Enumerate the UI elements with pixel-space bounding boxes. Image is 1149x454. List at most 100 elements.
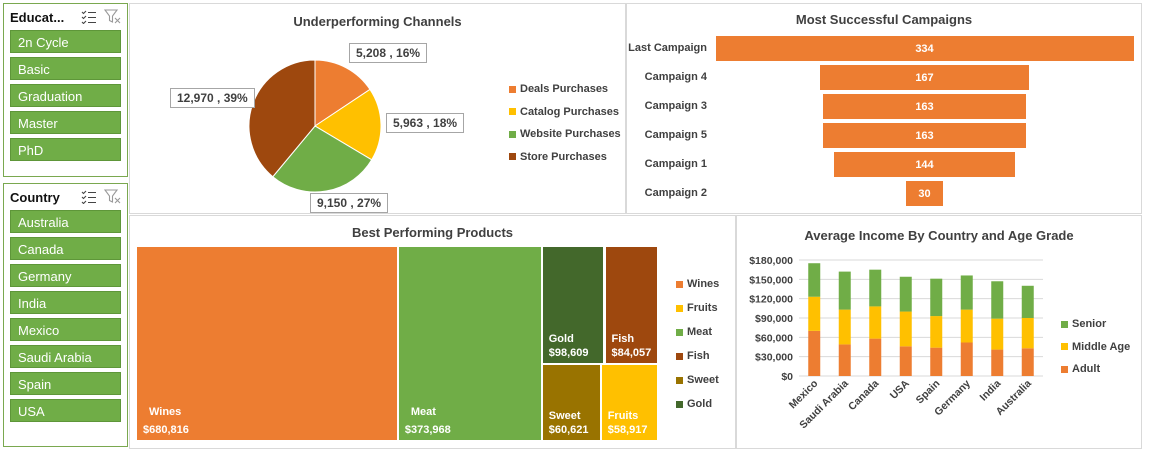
treemap-tile-name: Gold [548, 332, 574, 345]
pie-data-label: 9,150 , 27% [310, 193, 389, 213]
treemap-chart-title: Best Performing Products [351, 225, 514, 240]
pie-legend-item: Catalog Purchases [509, 106, 619, 118]
stacked-chart-panel: Average Income By Country and Age Grade … [736, 215, 1142, 449]
pie-data-label: 5,208 , 16% [349, 43, 428, 63]
bar-segment-senior [991, 281, 1004, 319]
funnel-category-label: Campaign 1 [644, 158, 707, 170]
funnel-bar: 167 [820, 65, 1029, 90]
country-filter-saudi-arabia[interactable]: Saudi Arabia [10, 345, 121, 368]
y-tick-label: $150,000 [749, 274, 793, 286]
legend-swatch [676, 280, 683, 288]
bar-segment-senior [960, 275, 973, 310]
stacked-legend-item: Middle Age [1061, 341, 1130, 353]
x-tick-label: USA [888, 377, 912, 401]
bar-segment-middle-age [960, 309, 973, 343]
funnel-bar: 163 [822, 123, 1027, 148]
legend-label: Meat [687, 326, 713, 338]
legend-swatch [1061, 343, 1068, 350]
treemap-tile-value: $58,917 [607, 423, 648, 436]
y-tick-label: $90,000 [755, 313, 793, 325]
clear-filter-icon[interactable] [103, 8, 123, 26]
bar-segment-adult [808, 330, 821, 376]
y-tick-label: $0 [781, 371, 793, 383]
treemap-tile-meat: Meat $373,968 [397, 246, 542, 441]
legend-label: Fruits [687, 302, 718, 314]
bar-segment-senior [869, 269, 882, 307]
multi-select-icon[interactable] [79, 188, 99, 206]
pie-legend-item: Website Purchases [509, 128, 621, 140]
funnel-chart-panel: Most Successful Campaigns Last Campaign 3… [626, 3, 1142, 214]
y-tick-label: $60,000 [755, 332, 793, 344]
legend-label: Fish [687, 350, 710, 362]
bar-segment-middle-age [930, 316, 943, 348]
legend-swatch [676, 400, 683, 408]
x-tick-label: India [978, 378, 1004, 404]
legend-swatch [1061, 365, 1068, 373]
pie-slice-deals-purchases [314, 59, 371, 127]
treemap-tile-wines: Wines $680,816 [136, 246, 398, 441]
treemap-chart-panel: Best Performing Products Wines $680,816 Me… [129, 215, 736, 449]
pie-chart [248, 59, 382, 193]
x-tick-label: Canada [846, 378, 881, 413]
country-filter-australia[interactable]: Australia [10, 210, 121, 233]
pie-legend-item: Store Purchases [509, 151, 607, 163]
country-slicer-title: Country [10, 189, 60, 205]
country-filter-india[interactable]: India [10, 291, 121, 314]
country-filter-germany[interactable]: Germany [10, 264, 121, 287]
stacked-legend-item: Senior [1061, 318, 1106, 330]
country-slicer-header: Country [4, 184, 127, 210]
multi-select-icon[interactable] [79, 8, 99, 26]
education-slicer: Educat... 2n Cycle Basic Graduation Master P… [3, 3, 128, 177]
education-slicer-title: Educat... [10, 9, 65, 25]
bar-segment-middle-age [869, 306, 882, 339]
clear-filter-icon[interactable] [103, 188, 123, 206]
pie-slice-website-purchases [272, 125, 373, 193]
legend-label: Middle Age [1072, 340, 1131, 353]
education-filter-phd[interactable]: PhD [10, 138, 121, 161]
legend-swatch [509, 85, 516, 93]
funnel-bar: 144 [834, 152, 1015, 177]
treemap-tile-fruits: Fruits $58,917 [600, 363, 658, 441]
legend-swatch [676, 304, 683, 312]
bar-segment-middle-age [991, 318, 1004, 350]
x-tick-label: Spain [914, 378, 943, 407]
education-filter-graduation[interactable]: Graduation [10, 84, 121, 107]
bar-segment-adult [838, 344, 851, 376]
treemap-legend-item: Gold [676, 398, 712, 410]
treemap-tile-value: $98,609 [548, 346, 589, 359]
bar-segment-adult [899, 346, 912, 376]
pie-chart-panel: Underperforming Channels 5,208 , 16% 5,96… [129, 3, 626, 214]
education-filter-master[interactable]: Master [10, 111, 121, 134]
stacked-legend-item: Adult [1061, 363, 1100, 375]
education-filter-basic[interactable]: Basic [10, 57, 121, 80]
funnel-chart-title: Most Successful Campaigns [795, 12, 973, 27]
treemap-tile-gold: Gold $98,609 [541, 246, 605, 364]
bar-segment-adult [960, 342, 973, 376]
bar-segment-adult [1021, 348, 1034, 376]
bar-segment-senior [808, 263, 821, 297]
bar-segment-senior [838, 271, 851, 310]
country-filter-usa[interactable]: USA [10, 399, 121, 422]
bar-segment-middle-age [808, 296, 821, 331]
country-filter-canada[interactable]: Canada [10, 237, 121, 260]
legend-swatch [509, 153, 516, 160]
treemap-tile-name: Fish [611, 332, 635, 345]
legend-label: Sweet [687, 374, 719, 386]
bar-segment-senior [1021, 285, 1034, 318]
treemap-legend-item: Fish [676, 350, 710, 362]
treemap-tile-value: $680,816 [143, 424, 189, 436]
y-tick-label: $30,000 [755, 352, 793, 364]
education-filter-2n-cycle[interactable]: 2n Cycle [10, 30, 121, 53]
country-slicer: Country Australia Canada Germany India Mexic… [3, 183, 128, 447]
bar-segment-adult [869, 338, 882, 376]
legend-label: Gold [687, 398, 713, 410]
treemap-tile-sweet: Sweet $60,621 [541, 363, 601, 441]
treemap-tile-name: Meat [410, 406, 436, 418]
legend-swatch [676, 328, 683, 336]
y-tick-label: $120,000 [749, 294, 793, 306]
country-filter-mexico[interactable]: Mexico [10, 318, 121, 341]
legend-swatch [509, 130, 516, 138]
country-filter-spain[interactable]: Spain [10, 372, 121, 395]
legend-label: Website Purchases [520, 128, 621, 140]
funnel-category-label: Campaign 2 [644, 187, 707, 199]
